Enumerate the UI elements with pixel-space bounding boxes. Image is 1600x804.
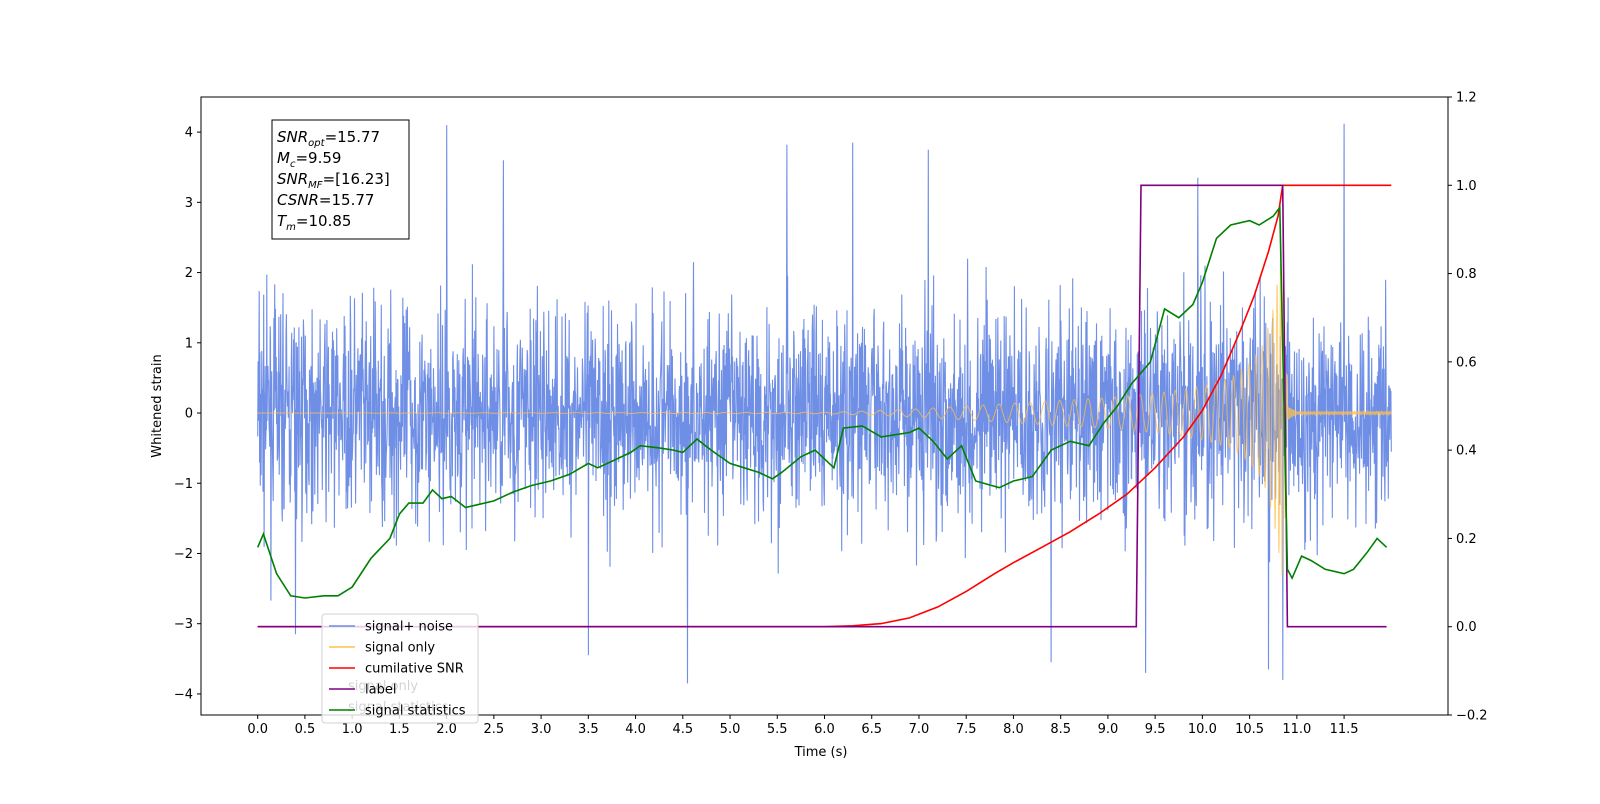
x-tick-label: 5.0 (720, 722, 741, 737)
x-tick-label: 2.5 (484, 722, 505, 737)
series-cumulative-snr (257, 184, 1392, 628)
y-tick-label: −1 (174, 477, 193, 492)
x-tick-label: 6.0 (814, 722, 835, 737)
series-label (257, 184, 1387, 628)
y2-tick-label: 0.0 (1456, 620, 1477, 635)
y-tick-label: −3 (174, 617, 193, 632)
info-box: SNRopt=15.77Mc=9.59SNRMF=[16.23]CSNR=15.… (271, 119, 410, 240)
x-tick-label: 9.5 (1145, 722, 1166, 737)
x-tick-label: 11.0 (1282, 722, 1311, 737)
info-box-line: Tm=10.85 (277, 212, 351, 233)
y2-tick-label: 0.6 (1456, 355, 1477, 370)
x-tick-label: 8.5 (1050, 722, 1071, 737)
series-signal-only (257, 238, 1392, 576)
x-tick-label: 2.0 (436, 722, 457, 737)
y-tick-label: 4 (185, 126, 193, 141)
legend-label: signal only (365, 641, 435, 656)
y2-tick-label: 0.8 (1456, 267, 1477, 282)
legend-ghost-text: signal only (348, 679, 418, 694)
x-tick-label: 1.0 (342, 722, 363, 737)
series-signal-statistics (256, 205, 1388, 599)
x-tick-label: 3.0 (531, 722, 552, 737)
x-tick-label: 8.0 (1003, 722, 1024, 737)
y-tick-label: 3 (185, 196, 193, 211)
legend-label: cumilative SNR (365, 662, 464, 677)
y2-tick-label: 0.2 (1456, 532, 1477, 547)
x-tick-label: 10.0 (1188, 722, 1217, 737)
x-tick-label: 1.5 (389, 722, 410, 737)
x-tick-label: 0.0 (247, 722, 268, 737)
x-tick-label: 7.5 (956, 722, 977, 737)
legend-frame (321, 613, 479, 724)
legend-label: signal statistics (365, 704, 466, 719)
x-tick-label: 11.5 (1330, 722, 1359, 737)
legend-label: label (365, 683, 396, 698)
info-box-line: Mc=9.59 (277, 149, 341, 170)
x-tick-label: 9.0 (1098, 722, 1119, 737)
info-box-frame (271, 119, 410, 240)
y2-tick-label: 0.4 (1456, 444, 1477, 459)
y-tick-label: −2 (174, 547, 193, 562)
info-box-line: CSNR=15.77 (277, 191, 374, 209)
y-tick-label: 0 (185, 407, 193, 422)
x-tick-label: 10.5 (1235, 722, 1264, 737)
x-tick-label: 7.0 (909, 722, 930, 737)
y-tick-label: 2 (185, 266, 193, 281)
x-tick-label: 3.5 (578, 722, 599, 737)
legend: signal only signal statistics signal+ nois… (321, 613, 479, 724)
y2-tick-label: 1.0 (1456, 179, 1477, 194)
y2-tick-label: 1.2 (1456, 91, 1477, 106)
info-box-line: SNRopt=15.77 (277, 128, 380, 149)
y-tick-label: −4 (174, 687, 193, 702)
x-axis-label: Time (s) (794, 745, 848, 760)
series-signal-noise (257, 123, 1392, 684)
x-tick-label: 5.5 (767, 722, 788, 737)
x-tick-label: 6.5 (861, 722, 882, 737)
legend-ghost-text: signal statistics (348, 700, 449, 715)
legend-label: signal+ noise (365, 620, 453, 635)
info-box-line: SNRMF=[16.23] (277, 170, 390, 191)
y-tick-label: 1 (185, 336, 193, 351)
x-tick-label: 4.5 (672, 722, 693, 737)
x-tick-label: 0.5 (295, 722, 316, 737)
y2-tick-label: −0.2 (1456, 709, 1488, 724)
y-axis-label: Whitened strain (150, 354, 165, 457)
x-tick-label: 4.0 (625, 722, 646, 737)
